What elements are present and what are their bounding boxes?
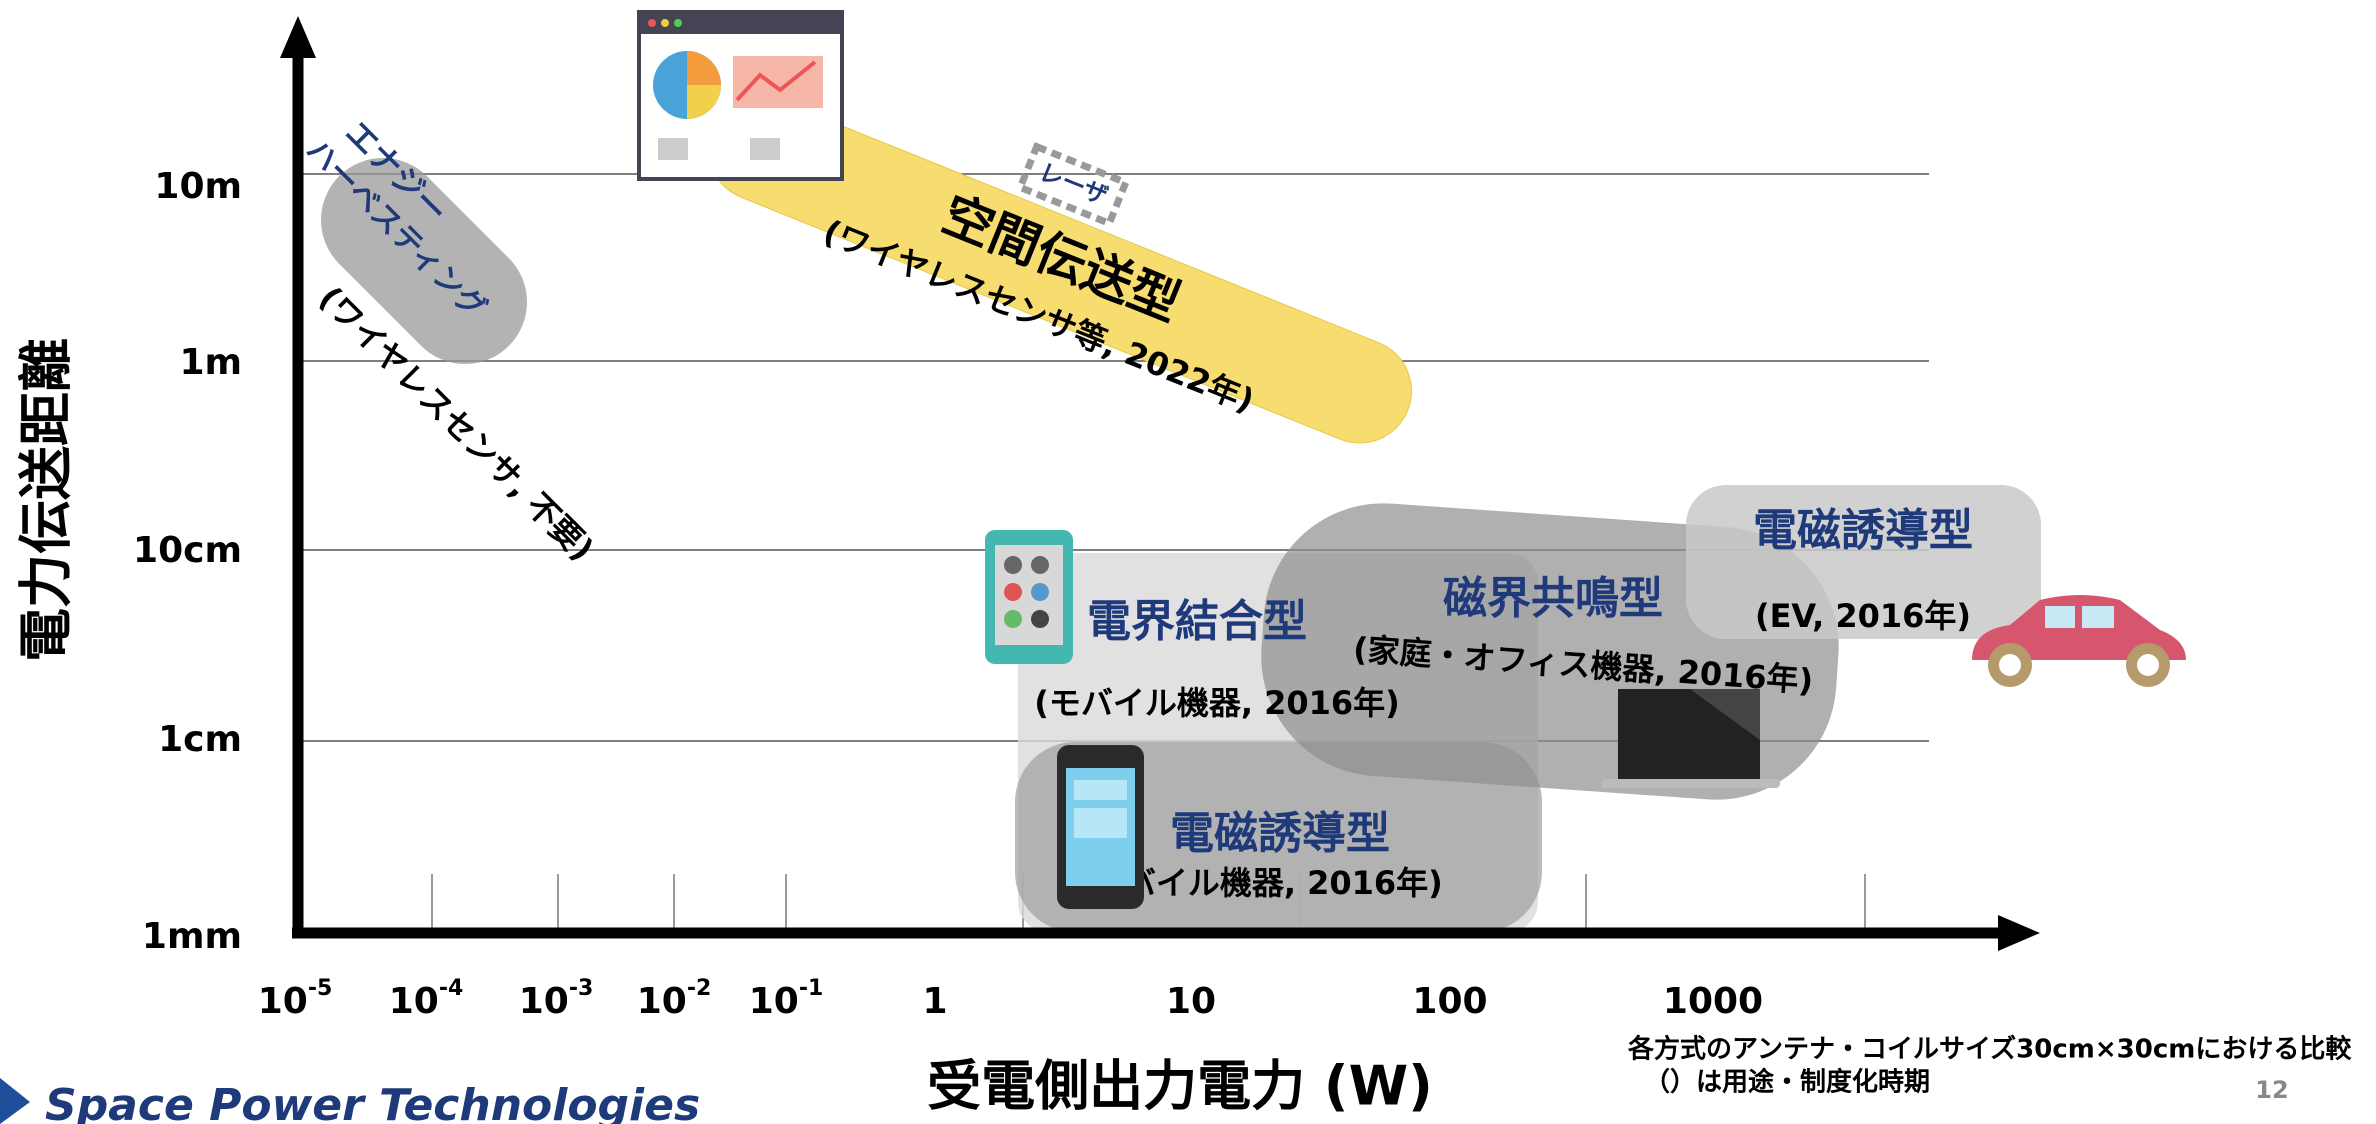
x-tick-label: 10-5: [258, 976, 333, 1022]
y-tick-label: 1mm: [142, 916, 242, 957]
y-tick-label: 1m: [179, 342, 242, 383]
region-name: 電磁誘導型: [1753, 505, 1973, 556]
logo: Space Power Technologies: [0, 1078, 700, 1124]
slide: 10m 1m 10cm 1cm 1mm 10-5 10-4 10-3 10-2 …: [0, 0, 2376, 1124]
y-tick-label: 1cm: [158, 719, 242, 760]
x-tick-label: 1: [922, 981, 947, 1022]
x-tick-label: 10-3: [519, 976, 594, 1022]
x-ticks: 10-5 10-4 10-3 10-2 10-1 1 10 100 1000: [258, 976, 1763, 1022]
x-tick-label: 1000: [1663, 981, 1763, 1022]
region-name: 電磁誘導型: [1170, 808, 1390, 859]
region-note: (EV, 2016年): [1755, 597, 1971, 635]
laptop-icon: [1601, 689, 1780, 788]
x-tick-label: 10-4: [389, 976, 464, 1022]
y-tick-label: 10cm: [133, 530, 242, 571]
region-name: 電界結合型: [1087, 596, 1307, 647]
tag-label: レーザ: [1035, 158, 1112, 211]
x-tick-label: 100: [1412, 981, 1487, 1022]
x-axis-title: 受電側出力電力 (W): [927, 1055, 1433, 1118]
footnote: （）は用途・制度化時期: [1644, 1067, 1930, 1098]
page-number: 12: [2255, 1076, 2288, 1104]
y-ticks: 10m 1m 10cm 1cm 1mm: [133, 166, 242, 957]
footnote: 各方式のアンテナ・コイルサイズ30cm×30cmにおける比較: [1627, 1034, 2352, 1065]
y-tick-label: 10m: [154, 166, 242, 207]
region-name: 磁界共鳴型: [1443, 573, 1663, 624]
logo-text: Space Power Technologies: [45, 1080, 700, 1124]
region-note: (モバイル機器, 2016年): [1034, 684, 1400, 722]
y-axis-title: 電力伝送距離: [15, 338, 78, 662]
phone-icon: [1057, 745, 1144, 909]
tablet-icon: [985, 530, 1073, 664]
x-tick-label: 10-1: [749, 976, 824, 1022]
browser-icon: [639, 12, 842, 179]
x-tick-label: 10: [1166, 981, 1216, 1022]
x-tick-label: 10-2: [637, 976, 712, 1022]
